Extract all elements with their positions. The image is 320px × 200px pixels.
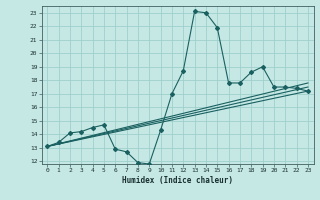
X-axis label: Humidex (Indice chaleur): Humidex (Indice chaleur) (122, 176, 233, 185)
